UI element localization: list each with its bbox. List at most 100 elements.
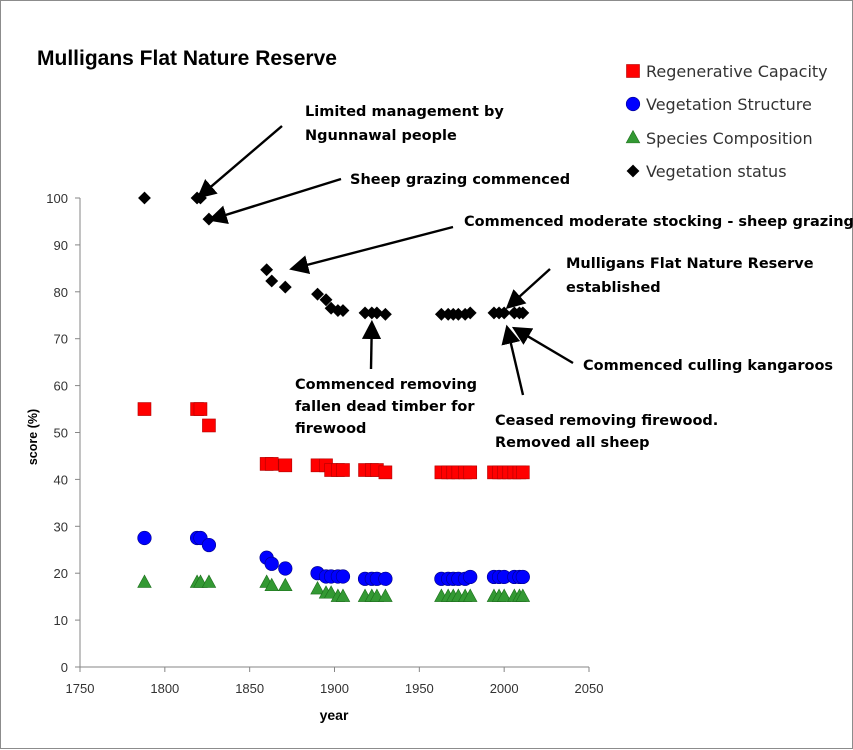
annotation-culling: Commenced culling kangaroos	[511, 326, 833, 374]
x-tick-label: 1950	[405, 681, 434, 696]
annotation-text: Limited management by	[305, 104, 504, 120]
data-point-triangle	[264, 577, 279, 592]
data-point-triangle	[137, 574, 152, 588]
plot-marks	[137, 191, 531, 602]
annotation-arrow	[505, 268, 551, 310]
data-point-diamond	[378, 307, 392, 321]
annotation-text: Mulligans Flat Nature Reserve	[566, 256, 814, 272]
annotation-reserve-established: Mulligans Flat Nature Reserve established	[505, 256, 814, 310]
annotation-ngunnawal: Limited management by Ngunnawal people	[196, 104, 504, 199]
data-point-diamond	[319, 293, 333, 307]
annotation-text: Sheep grazing commenced	[350, 172, 570, 188]
data-point-diamond	[138, 191, 151, 205]
y-axis-label: score (%)	[26, 409, 40, 465]
y-tick-label: 100	[46, 191, 68, 206]
legend-label: Vegetation status	[646, 162, 787, 181]
y-tick-label: 0	[61, 660, 68, 675]
data-point-triangle	[278, 577, 293, 592]
annotation-text: Ceased removing firewood.	[495, 413, 718, 429]
data-point-circle	[335, 569, 351, 584]
data-point-square	[336, 463, 350, 477]
y-tick-label: 80	[54, 285, 68, 300]
annotation-text: established	[566, 280, 661, 296]
data-point-diamond	[311, 287, 324, 301]
chart-title: Mulligans Flat Nature Reserve	[37, 47, 337, 70]
y-tick-label: 90	[54, 238, 68, 253]
data-point-circle	[264, 556, 279, 571]
data-point-diamond	[370, 306, 384, 320]
y-tick-label: 60	[54, 379, 68, 394]
data-point-diamond	[516, 306, 530, 320]
series-species-composition	[137, 574, 531, 602]
x-tick-label: 1800	[150, 681, 179, 696]
annotation-arrow	[501, 324, 525, 396]
data-point-diamond	[265, 274, 279, 288]
legend-label: Regenerative Capacity	[646, 62, 828, 81]
annotation-text: Ngunnawal people	[305, 128, 457, 144]
data-point-square	[264, 457, 279, 471]
annotation-text: Commenced culling kangaroos	[583, 358, 833, 374]
annotation-arrow	[289, 225, 454, 275]
legend-marker-triangle	[625, 129, 641, 144]
data-point-diamond	[260, 263, 274, 277]
annotation-text: Commenced removing	[295, 377, 477, 393]
plot-axes: 1750 1800 1850 1900 1950 2000 2050 0 10 20 30 40 50 6…	[46, 191, 603, 696]
data-point-triangle	[378, 588, 393, 602]
data-point-circle	[278, 561, 293, 576]
data-point-square	[516, 465, 530, 480]
y-tick-label: 30	[54, 519, 68, 534]
data-point-circle	[137, 530, 152, 546]
y-tick-label: 10	[54, 613, 68, 628]
plot-annotations: Limited management by Ngunnawal people She…	[196, 104, 853, 451]
annotation-text: firewood	[295, 421, 366, 437]
data-point-square	[202, 418, 216, 433]
data-point-diamond	[463, 306, 477, 320]
data-point-square	[378, 465, 393, 480]
series-vegetation-structure	[137, 530, 530, 586]
y-tick-label: 70	[54, 332, 68, 347]
annotation-text: fallen dead timber for	[295, 399, 475, 415]
legend-label: Vegetation Structure	[646, 95, 812, 114]
data-point-triangle	[335, 588, 351, 602]
x-tick-label: 1750	[66, 681, 95, 696]
data-point-triangle	[496, 588, 512, 602]
legend-marker-diamond	[626, 164, 640, 178]
x-tick-label: 2050	[575, 681, 604, 696]
data-point-circle	[378, 571, 393, 586]
annotation-sheep-grazing: Sheep grazing commenced	[207, 172, 570, 224]
data-point-circle	[515, 569, 530, 585]
legend: Regenerative Capacity Vegetation Structur…	[625, 62, 828, 181]
data-point-diamond	[336, 304, 350, 317]
x-tick-label: 1850	[235, 681, 264, 696]
data-point-square	[137, 402, 152, 416]
annotation-text: Commenced moderate stocking - sheep graz…	[464, 214, 853, 230]
annotation-arrow	[207, 177, 342, 224]
annotation-moderate-stocking: Commenced moderate stocking - sheep graz…	[289, 214, 853, 275]
data-point-diamond	[278, 280, 292, 294]
annotation-text: Removed all sheep	[495, 435, 650, 451]
series-vegetation-status	[138, 191, 530, 321]
data-point-triangle	[515, 588, 531, 602]
series-regenerative-capacity	[137, 402, 530, 480]
x-tick-label: 2000	[490, 681, 519, 696]
annotation-arrow	[196, 125, 283, 199]
data-point-circle	[201, 537, 217, 553]
y-tick-label: 40	[54, 472, 68, 487]
legend-marker-square	[626, 64, 640, 78]
data-point-triangle	[310, 581, 325, 595]
y-tick-label: 20	[54, 566, 68, 581]
data-point-triangle	[462, 588, 478, 602]
y-tick-label: 50	[54, 426, 68, 441]
annotation-dead-timber: Commenced removing fallen dead timber for…	[295, 319, 477, 437]
data-point-triangle	[201, 574, 217, 588]
annotation-ceased-firewood: Ceased removing firewood. Removed all she…	[495, 324, 718, 451]
data-point-circle	[463, 569, 478, 585]
legend-label: Species Composition	[646, 129, 813, 148]
data-point-square	[193, 402, 208, 416]
data-point-square	[278, 458, 293, 473]
data-point-diamond	[497, 306, 511, 320]
annotation-arrow	[361, 319, 382, 370]
annotation-arrow	[511, 326, 574, 365]
